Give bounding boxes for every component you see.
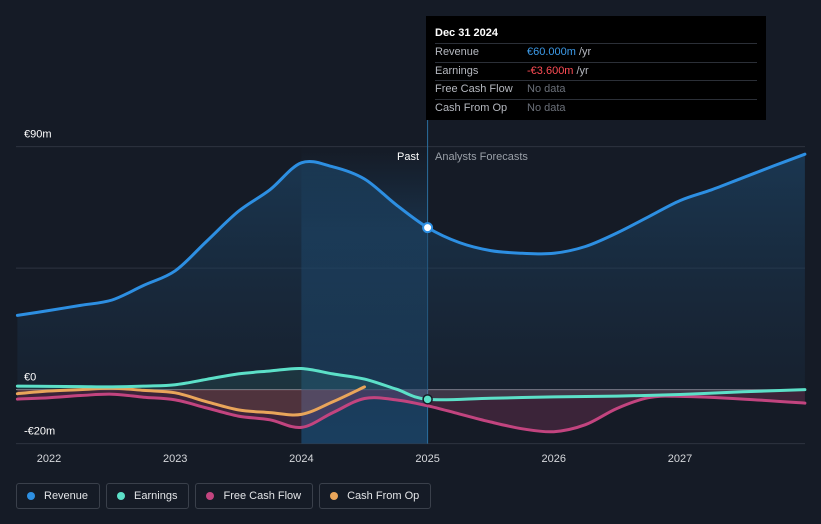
past-label: Past — [397, 151, 419, 163]
legend-label: Free Cash Flow — [223, 490, 302, 502]
earnings-line — [15, 366, 807, 402]
x-tick-label: 2026 — [542, 453, 566, 465]
tooltip-label: Earnings — [435, 64, 479, 77]
legend-label: Revenue — [44, 490, 89, 502]
tooltip-date: Dec 31 2024 — [435, 27, 498, 39]
tooltip-value: -€3.600m/yr — [527, 64, 589, 77]
tooltip-row-earnings: Earnings -€3.600m/yr — [435, 61, 757, 81]
legend-item-revenue[interactable]: Revenue — [16, 483, 101, 509]
forecast-label: Analysts Forecasts — [435, 151, 528, 163]
legend-label: Earnings — [134, 490, 178, 502]
series-areas — [17, 154, 805, 432]
tooltip-label: Free Cash Flow — [435, 83, 513, 95]
tooltip-row-revenue: Revenue €60.000m/yr — [435, 43, 757, 62]
x-tick-label: 2024 — [289, 453, 313, 465]
legend: Revenue Earnings Free Cash Flow Cash Fro… — [16, 483, 432, 509]
tooltip-label: Revenue — [435, 46, 480, 58]
y-tick-label: €90m — [24, 129, 52, 141]
x-tick-label: 2023 — [163, 453, 187, 465]
earnings-highlight-point — [422, 394, 433, 405]
tooltip-label: Cash From Op — [435, 101, 508, 114]
free-cash-flow-area — [17, 389, 805, 432]
legend-dot-icon — [330, 492, 339, 500]
legend-label: Cash From Op — [347, 490, 420, 502]
tooltip-value: €60.000m/yr — [527, 46, 592, 58]
tooltip-row-cash-from-op: Cash From Op No data — [435, 98, 757, 118]
tooltip: Dec 31 2024 Revenue €60.000m/yr Earnings… — [426, 16, 766, 120]
x-tick-label: 2027 — [668, 453, 692, 465]
x-tick-label: 2022 — [37, 453, 61, 465]
legend-dot-icon — [117, 492, 126, 500]
legend-item-earnings[interactable]: Earnings — [106, 483, 190, 509]
y-tick-label: -€20m — [24, 426, 55, 438]
cash-from-op-area — [17, 386, 365, 415]
tooltip-value: No data — [527, 101, 566, 114]
axes: €90m €0 -€20m 2022 2023 2024 2025 2026 2027 — [24, 129, 692, 465]
revenue-highlight-point — [422, 222, 434, 234]
tooltip-row-free-cash-flow: Free Cash Flow No data — [435, 80, 757, 99]
x-tick-label: 2025 — [415, 453, 439, 465]
revenue-line — [15, 152, 807, 317]
legend-dot-icon — [27, 492, 35, 500]
free-cash-flow-line — [15, 392, 807, 434]
tooltip-value: No data — [527, 83, 566, 95]
legend-dot-icon — [206, 492, 215, 500]
cash-from-op-line — [15, 385, 366, 417]
legend-item-free-cash-flow[interactable]: Free Cash Flow — [195, 483, 314, 509]
y-tick-label: €0 — [24, 372, 36, 384]
highlight-markers — [422, 222, 434, 405]
legend-item-cash-from-op[interactable]: Cash From Op — [319, 483, 432, 509]
earnings-area — [17, 368, 805, 400]
revenue-area — [17, 154, 805, 390]
series-lines — [15, 152, 807, 434]
